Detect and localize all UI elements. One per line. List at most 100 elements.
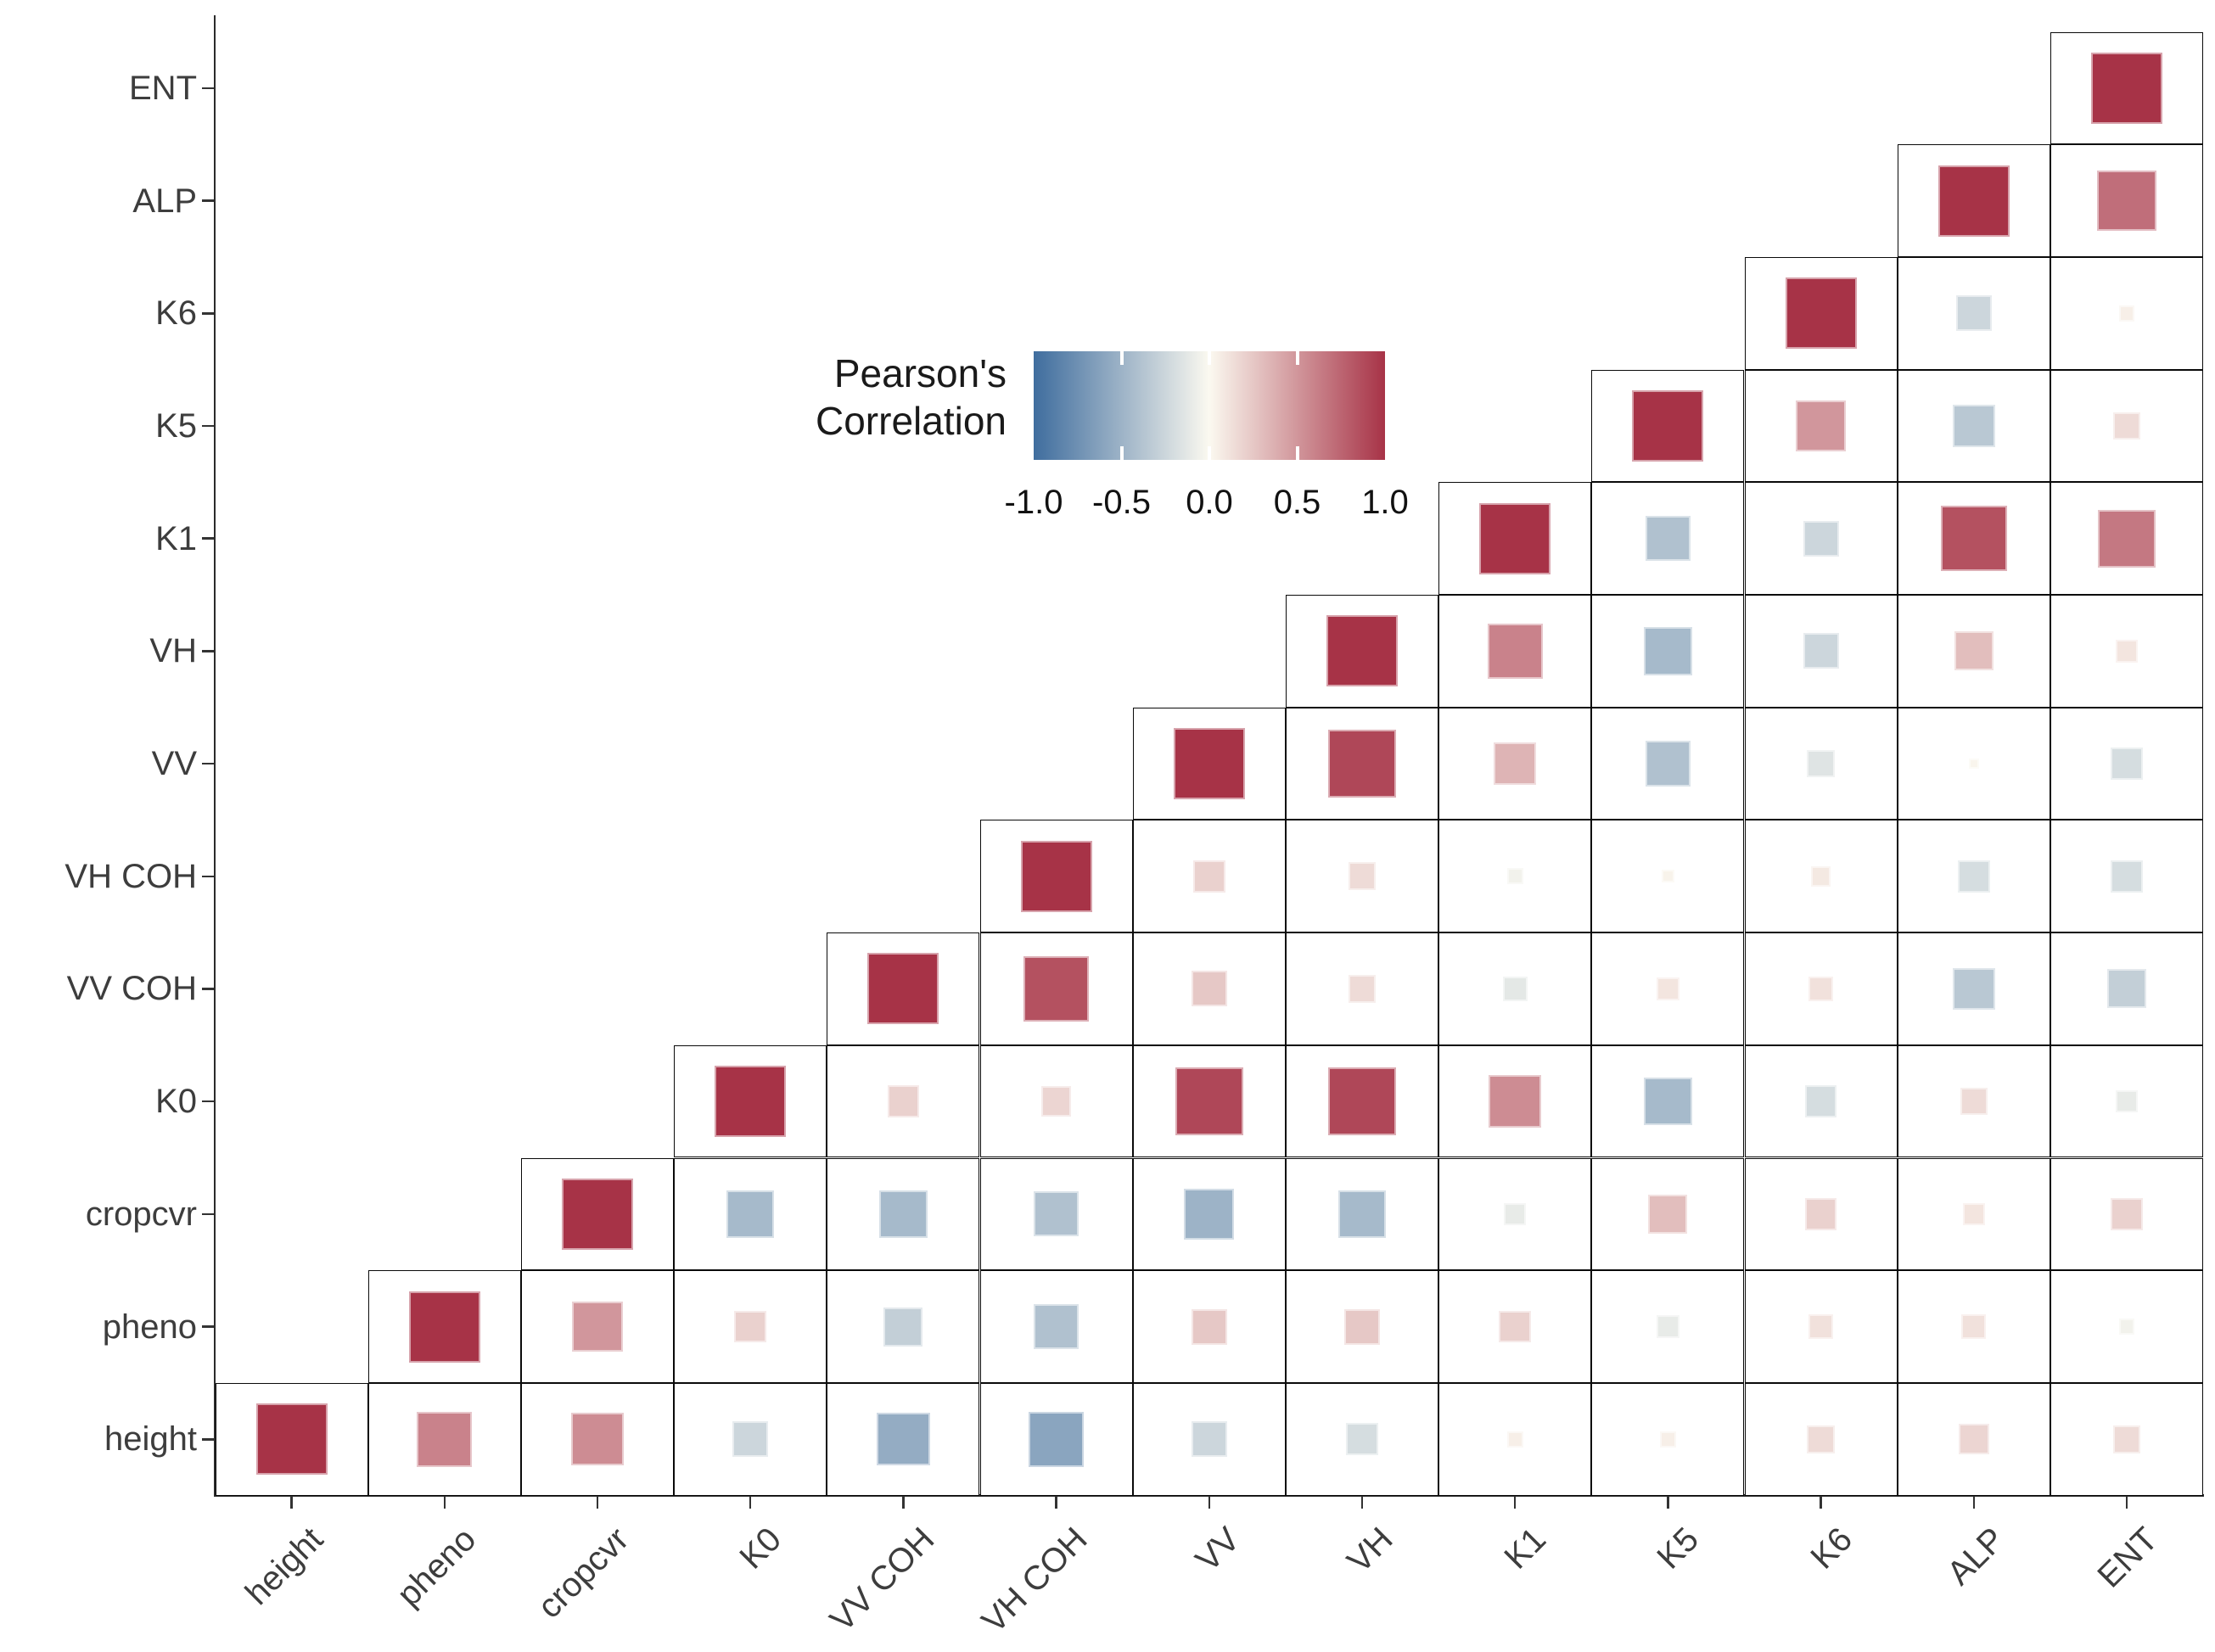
correlation-square — [2111, 1198, 2143, 1230]
y-tick — [202, 199, 214, 202]
correlation-square — [2111, 748, 2143, 780]
correlation-square — [1191, 1308, 1227, 1345]
y-axis-line — [213, 15, 216, 1497]
correlation-square — [1803, 633, 1839, 669]
correlation-square — [1808, 976, 1834, 1001]
correlation-square — [1632, 389, 1704, 462]
y-tick — [202, 875, 214, 877]
y-axis-label-K5: K5 — [155, 406, 197, 445]
y-axis-label-VV-COH: VV COH — [66, 970, 197, 1008]
legend-tick-label: -0.5 — [1092, 484, 1151, 521]
correlation-square — [2096, 171, 2157, 231]
correlation-square — [1029, 1411, 1085, 1467]
correlation-square — [1804, 1198, 1837, 1230]
x-tick — [1667, 1496, 1669, 1509]
x-tick — [902, 1496, 905, 1509]
legend-title-line2: Correlation — [816, 399, 1007, 443]
correlation-square — [1348, 975, 1377, 1003]
correlation-square — [1503, 1202, 1527, 1226]
correlation-square — [1955, 295, 1992, 332]
correlation-square — [1487, 623, 1543, 679]
correlation-square — [2118, 305, 2135, 322]
x-axis-label-K1: K1 — [1497, 1520, 1554, 1576]
correlation-square — [1499, 1310, 1531, 1343]
x-axis-label-K6: K6 — [1803, 1520, 1859, 1576]
y-tick — [202, 762, 214, 765]
correlation-square — [1808, 1314, 1834, 1340]
x-tick — [290, 1496, 293, 1509]
correlation-square — [570, 1413, 625, 1466]
correlation-square — [1506, 1431, 1523, 1448]
correlation-square — [1191, 1421, 1227, 1458]
x-tick — [1972, 1496, 1976, 1509]
correlation-square — [1968, 759, 1979, 769]
correlation-square — [1657, 1315, 1679, 1338]
correlation-square — [1326, 615, 1398, 687]
y-tick — [202, 537, 214, 540]
correlation-square — [1960, 1087, 1988, 1116]
y-axis-label-VV: VV — [151, 745, 197, 783]
matrix-cell-height-x-pheno — [367, 1382, 521, 1496]
matrix-cell-height-x-K0 — [674, 1382, 827, 1496]
y-tick — [202, 1100, 214, 1103]
correlation-square — [1648, 1194, 1688, 1234]
correlation-square — [1645, 516, 1691, 562]
correlation-square — [1344, 1308, 1380, 1345]
correlation-square — [1785, 277, 1857, 350]
correlation-square — [1346, 1423, 1378, 1456]
correlation-square — [887, 1085, 920, 1117]
correlation-square — [1952, 967, 1995, 1011]
correlation-square — [867, 953, 939, 1025]
x-axis-label-pheno: pheno — [390, 1520, 483, 1614]
correlation-square — [1954, 631, 1994, 671]
x-axis-label-K0: K0 — [732, 1520, 789, 1576]
x-axis-label-VV: VV — [1189, 1520, 1248, 1579]
correlation-square — [2106, 969, 2146, 1009]
legend-title-line1: Pearson's — [833, 351, 1007, 395]
x-axis-label-K5: K5 — [1650, 1520, 1707, 1576]
correlation-square — [2091, 52, 2162, 124]
legend-notch — [1208, 351, 1211, 365]
correlation-square — [1034, 1191, 1079, 1237]
legend-notch — [1119, 351, 1124, 365]
y-tick — [202, 650, 214, 652]
legend-notch — [1119, 446, 1124, 460]
legend-tick-label: 1.0 — [1361, 484, 1409, 521]
y-axis-label-K1: K1 — [155, 519, 197, 557]
correlation-square — [1175, 1067, 1243, 1135]
y-tick — [202, 1212, 214, 1216]
correlation-square — [417, 1411, 473, 1467]
correlation-square — [1644, 627, 1692, 675]
legend-notch — [1295, 446, 1299, 460]
legend-tick-label: 0.5 — [1273, 484, 1321, 521]
correlation-square — [2112, 412, 2141, 440]
correlation-square — [572, 1301, 623, 1352]
x-axis-label-height: height — [238, 1520, 330, 1613]
correlation-square — [2115, 640, 2139, 663]
correlation-square — [1810, 865, 1831, 887]
y-tick — [202, 312, 214, 315]
x-axis-label-VH-COH: VH COH — [974, 1520, 1095, 1641]
y-tick — [202, 87, 214, 90]
correlation-square — [1660, 1431, 1676, 1448]
x-tick — [1208, 1496, 1211, 1509]
correlation-square — [1941, 505, 2007, 572]
y-axis-label-VH: VH — [149, 632, 197, 670]
correlation-square — [1489, 1075, 1542, 1128]
correlation-square — [1804, 1085, 1837, 1117]
x-axis-label-ALP: ALP — [1940, 1520, 2012, 1593]
y-axis-label-pheno: pheno — [102, 1308, 197, 1346]
correlation-square — [1348, 862, 1377, 890]
correlation-square — [1337, 1190, 1387, 1239]
x-axis-label-VV-COH: VV COH — [822, 1520, 942, 1639]
correlation-square — [1193, 860, 1225, 893]
correlation-square — [1803, 520, 1839, 557]
correlation-square — [1962, 1202, 1986, 1226]
y-axis-label-ENT: ENT — [129, 69, 197, 107]
correlation-square — [255, 1403, 328, 1476]
correlation-square — [1494, 742, 1537, 785]
correlation-square — [1645, 741, 1691, 787]
legend-tick-label: 0.0 — [1186, 484, 1233, 521]
correlation-square — [883, 1307, 923, 1347]
